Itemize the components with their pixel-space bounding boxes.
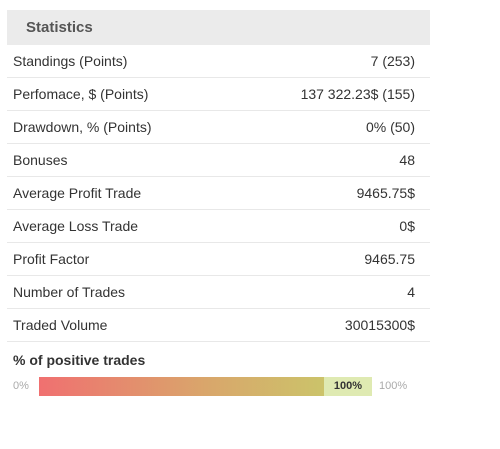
progress-bar-fill bbox=[39, 376, 372, 396]
row-label: Drawdown, % (Points) bbox=[13, 119, 152, 135]
positive-trades-bar-line: 0% 100% 100% bbox=[13, 375, 430, 397]
stats-row-traded-volume: Traded Volume 30015300$ bbox=[7, 309, 430, 342]
row-value: 0% (50) bbox=[365, 119, 415, 135]
bar-max-label: 100% bbox=[379, 380, 408, 392]
row-value: 7 (253) bbox=[370, 53, 415, 69]
row-value: 9465.75$ bbox=[356, 185, 415, 201]
stats-row-drawdown: Drawdown, % (Points) 0% (50) bbox=[7, 111, 430, 144]
row-value: 0$ bbox=[399, 218, 415, 234]
stats-row-average-profit-trade: Average Profit Trade 9465.75$ bbox=[7, 177, 430, 210]
row-value: 137 322.23$ (155) bbox=[300, 86, 415, 102]
row-label: Number of Trades bbox=[13, 284, 126, 300]
positive-trades-section: % of positive trades 0% 100% 100% bbox=[7, 342, 430, 397]
statistics-panel: Statistics Standings (Points) 7 (253) Pe… bbox=[7, 10, 430, 397]
row-value: 30015300$ bbox=[344, 317, 415, 333]
stats-row-number-of-trades: Number of Trades 4 bbox=[7, 276, 430, 309]
row-label: Average Profit Trade bbox=[13, 185, 142, 201]
row-value: 9465.75 bbox=[364, 251, 415, 267]
positive-trades-progress-bar: 100% bbox=[39, 376, 372, 396]
row-label: Traded Volume bbox=[13, 317, 108, 333]
row-label: Perfomace, $ (Points) bbox=[13, 86, 149, 102]
stats-row-performance: Perfomace, $ (Points) 137 322.23$ (155) bbox=[7, 78, 430, 111]
row-label: Standings (Points) bbox=[13, 53, 128, 69]
row-value: 4 bbox=[407, 284, 415, 300]
stats-row-profit-factor: Profit Factor 9465.75 bbox=[7, 243, 430, 276]
stats-row-bonuses: Bonuses 48 bbox=[7, 144, 430, 177]
progress-value-label: 100% bbox=[324, 376, 372, 396]
stats-row-average-loss-trade: Average Loss Trade 0$ bbox=[7, 210, 430, 243]
stats-row-standings: Standings (Points) 7 (253) bbox=[7, 45, 430, 78]
row-value: 48 bbox=[399, 152, 415, 168]
row-label: Bonuses bbox=[13, 152, 68, 168]
row-label: Profit Factor bbox=[13, 251, 90, 267]
panel-title: Statistics bbox=[7, 10, 430, 45]
row-label: Average Loss Trade bbox=[13, 218, 139, 234]
positive-trades-title: % of positive trades bbox=[13, 352, 146, 368]
bar-min-label: 0% bbox=[13, 380, 29, 392]
